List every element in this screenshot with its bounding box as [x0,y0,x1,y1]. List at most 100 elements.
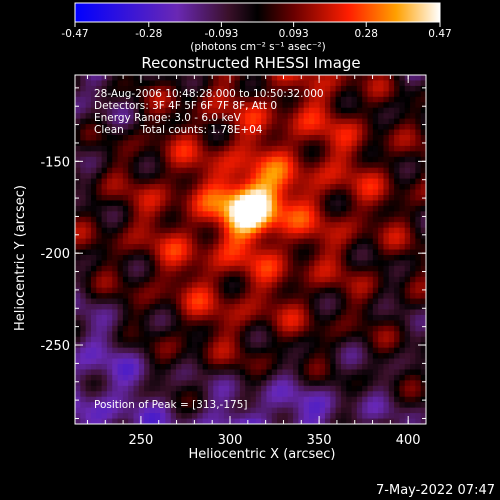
heatmap-cell [85,353,92,360]
heatmap-cell [213,276,220,283]
heatmap-cell [383,402,390,409]
heatmap-cell [138,118,145,125]
heatmap-cell [160,216,167,223]
heatmap-cell [367,342,374,349]
heatmap-cell [309,249,315,256]
heatmap-cell [245,282,252,289]
heatmap-cell [128,194,135,202]
heatmap-cell [367,80,374,87]
heatmap-cell [277,244,284,251]
heatmap-cell [298,304,305,311]
heatmap-cell [282,287,289,294]
heatmap-cell [420,287,426,294]
heatmap-cell [362,75,369,82]
heatmap-cell [255,331,262,338]
heatmap-cell [362,304,369,311]
heatmap-cell [367,325,374,332]
heatmap-cell [181,413,188,420]
heatmap-cell [372,222,379,229]
heatmap-cell [128,407,135,414]
heatmap-cell [96,118,103,125]
heatmap-cell [229,91,236,98]
heatmap-cell [207,298,214,305]
heatmap-cell [346,200,353,207]
heatmap-cell [335,413,342,420]
heatmap-cell [234,347,241,354]
heatmap-cell [223,331,230,338]
heatmap-cell [117,211,124,218]
heatmap-cell [181,211,188,218]
heatmap-cell [197,124,204,131]
heatmap-cell [420,80,426,87]
heatmap-cell [207,265,214,272]
heatmap-cell [420,276,426,283]
heatmap-cell [303,205,310,212]
heatmap-cell [239,189,246,196]
heatmap-cell [250,80,257,87]
heatmap-cell [383,260,390,267]
heatmap-cell [399,265,406,272]
heatmap-cell [239,304,246,311]
heatmap-cell [186,298,193,305]
heatmap-cell [420,369,426,376]
heatmap-cell [356,96,363,103]
heatmap-cell [362,124,369,131]
heatmap-cell [293,118,299,125]
heatmap-cell [218,396,225,403]
heatmap-cell [90,216,97,223]
heatmap-cell [372,124,379,131]
heatmap-cell [340,391,347,398]
heatmap-cell [90,80,97,87]
heatmap-cell [319,385,326,392]
heatmap-cell [282,249,289,256]
heatmap-cell [266,178,273,185]
heatmap-cell [213,304,220,311]
heatmap-cell [255,265,262,272]
heatmap-cell [192,407,198,414]
heatmap-cell [261,222,268,229]
heatmap-cell [101,265,108,272]
heatmap-cell [154,80,161,87]
heatmap-cell [138,194,145,202]
heatmap-cell [388,145,395,152]
heatmap-cell [149,216,156,223]
heatmap-cell [261,331,268,338]
heatmap-cell [346,145,353,152]
heatmap-cell [383,173,390,180]
heatmap-cell [117,254,124,261]
heatmap-cell [255,342,262,349]
heatmap-cell [415,75,422,82]
heatmap-cell [181,107,188,114]
heatmap-cell [128,85,135,92]
heatmap-cell [75,407,81,414]
heatmap-cell [117,380,124,387]
heatmap-cell [298,205,305,212]
heatmap-cell [383,102,390,109]
heatmap-cell [138,271,145,278]
heatmap-cell [324,282,331,289]
heatmap-cell [255,358,262,365]
heatmap-cell [415,254,422,261]
heatmap-cell [372,194,379,202]
heatmap-cell [154,260,161,267]
heatmap-cell [282,244,289,251]
heatmap-cell [138,265,145,272]
heatmap-cell [186,167,193,174]
heatmap-cell [367,134,374,142]
heatmap-cell [362,407,369,414]
heatmap-cell [367,331,374,338]
heatmap-cell [75,314,81,321]
heatmap-cell [383,265,390,272]
heatmap-cell [138,156,145,163]
heatmap-cell [255,194,262,202]
heatmap-cell [154,211,161,218]
heatmap-cell [207,107,214,114]
heatmap-cell [144,304,151,311]
heatmap-cell [255,80,262,87]
heatmap-cell [415,216,422,223]
heatmap-cell [101,413,108,420]
heatmap-cell [282,407,289,414]
heatmap-cell [176,85,182,92]
heatmap-cell [324,173,331,180]
heatmap-cell [287,249,294,256]
